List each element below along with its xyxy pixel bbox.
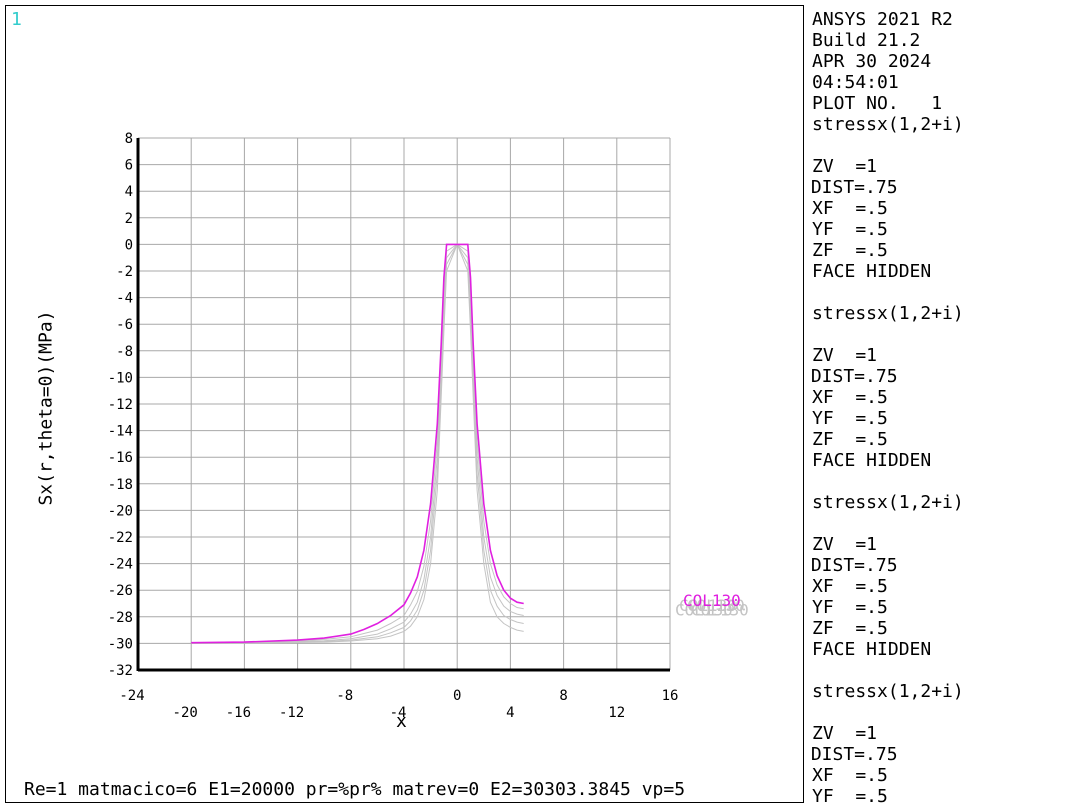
info-line: PLOT NO. 1: [812, 93, 943, 114]
series-line: [191, 243, 524, 644]
info-line: FACE HIDDEN: [812, 261, 932, 282]
y-tick-label: -22: [108, 530, 133, 546]
info-line: Build 21.2: [812, 30, 921, 51]
legend-label-faded: COL130: [675, 601, 733, 620]
y-tick-label: -2: [116, 264, 133, 280]
y-axis-label: Sx(r,theta=0)(MPa): [35, 310, 57, 506]
x-axis-label: x: [396, 711, 407, 732]
info-line: FACE HIDDEN: [812, 639, 932, 660]
stress-line-chart: 8 6 4 2 0 -2 -4 -6 -8 -10 -12 -14 -16 -18 -20 -22 -24 -26…: [108, 131, 749, 721]
legend-label: COL130: [683, 591, 741, 610]
x-tick-label: 12: [608, 705, 625, 721]
info-line: ZV =1: [812, 345, 878, 366]
info-line: ZV =1: [812, 534, 878, 555]
y-tick-label: 4: [125, 184, 133, 200]
series-lines: [191, 243, 524, 644]
y-tick-label: -8: [116, 344, 133, 360]
info-line: YF =.5: [812, 408, 888, 429]
footer-caption: Re=1 matmacico=6 E1=20000 pr=%pr% matrev…: [24, 779, 686, 800]
info-line: stressx(1,2+i): [812, 492, 964, 513]
info-line: ZV =1: [812, 156, 878, 177]
window-number: 1: [11, 9, 22, 30]
y-tick-label: -4: [116, 291, 133, 307]
y-tick-label: 2: [125, 211, 133, 227]
info-line: APR 30 2024: [812, 51, 932, 72]
y-tick-label: -30: [108, 636, 133, 652]
axes: [136, 138, 670, 672]
y-tick-label: -28: [108, 610, 133, 626]
info-line: YF =.5: [812, 597, 888, 618]
info-line: FACE HIDDEN: [812, 450, 932, 471]
x-tick-label: 0: [453, 688, 461, 704]
x-tick-label: -16: [226, 705, 251, 721]
info-panel: ANSYS 2021 R2 Build 21.2 APR 30 2024 04:54:…: [812, 9, 1072, 809]
legend-label-faded: COL130: [687, 596, 745, 615]
info-line: 04:54:01: [812, 72, 899, 93]
y-tick-label: 8: [125, 131, 133, 147]
x-tick-label: -4: [390, 705, 407, 721]
info-line: ZF =.5: [812, 618, 888, 639]
info-line: *DIST=.75: [812, 177, 898, 198]
y-tick-label: 0: [125, 237, 133, 253]
series-line-highlight: [191, 243, 524, 644]
x-tick-label: -20: [173, 705, 198, 721]
series-line: [191, 243, 524, 644]
series-line: [191, 243, 524, 644]
info-line: *DIST=.75: [812, 366, 898, 387]
info-line: XF =.5: [812, 387, 888, 408]
info-line: XF =.5: [812, 765, 888, 786]
x-tick-label: -8: [336, 688, 353, 704]
plot-window: [5, 5, 804, 803]
info-line: ANSYS 2021 R2: [812, 9, 953, 30]
x-tick-label: 8: [559, 688, 567, 704]
series-line: [191, 243, 524, 644]
y-tick-label: -14: [108, 424, 133, 440]
x-tick-label: 4: [506, 705, 514, 721]
legend-label-faded: COL130: [679, 596, 737, 615]
info-line: *DIST=.75: [812, 744, 898, 765]
info-line: stressx(1,2+i): [812, 681, 964, 702]
y-tick-label: -24: [108, 557, 133, 573]
info-line: *DIST=.75: [812, 555, 898, 576]
y-tick-label: -26: [108, 583, 133, 599]
x-tick-label: -24: [119, 688, 144, 704]
x-tick-label: -12: [279, 705, 304, 721]
grid-lines: [137, 137, 671, 671]
y-tick-label: -10: [108, 370, 133, 386]
info-line: XF =.5: [812, 576, 888, 597]
info-line: ZV =1: [812, 723, 878, 744]
y-tick-label: -6: [116, 317, 133, 333]
y-tick-label: -12: [108, 397, 133, 413]
info-line: YF =.5: [812, 786, 888, 807]
info-line: XF =.5: [812, 198, 888, 219]
info-line: stressx(1,2+i): [812, 303, 964, 324]
info-line: ZF =.5: [812, 429, 888, 450]
info-line: YF =.5: [812, 219, 888, 240]
y-tick-label: 6: [125, 158, 133, 174]
y-tick-label: -16: [108, 450, 133, 466]
legend-label-faded: COL130: [691, 601, 749, 620]
info-line: ZF =.5: [812, 240, 888, 261]
info-line: stressx(1,2+i): [812, 114, 964, 135]
y-tick-label: -18: [108, 477, 133, 493]
y-tick-label: -20: [108, 503, 133, 519]
tick-labels: 8 6 4 2 0 -2 -4 -6 -8 -10 -12 -14 -16 -18 -20 -22 -24 -26…: [108, 131, 679, 721]
x-tick-label: 16: [662, 688, 679, 704]
y-tick-label: -32: [108, 663, 133, 679]
